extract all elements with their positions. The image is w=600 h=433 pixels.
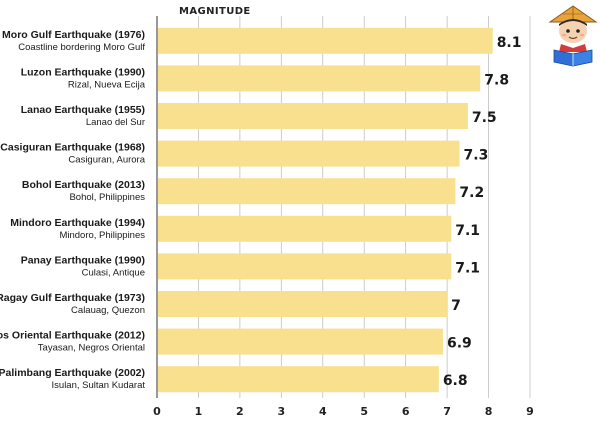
category-label-9: Negros Oriental Earthquake (2012) [0, 330, 145, 342]
category-label-5: Bohol Earthquake (2013) [22, 179, 145, 191]
bar-layer [158, 27, 493, 393]
value-label-4: 7.3 [464, 148, 489, 164]
value-label-3: 7.5 [472, 110, 497, 126]
bar-8 [158, 291, 448, 317]
chart-title: MAGNITUDE [179, 6, 251, 17]
bar-9 [158, 328, 443, 355]
bar-3 [158, 103, 468, 129]
category-sublabel-3: Lanao del Sur [86, 117, 145, 128]
category-sublabel-5: Bohol, Philippines [69, 192, 145, 203]
x-tick-label-0: 0 [153, 405, 161, 418]
category-label-2: Luzon Earthquake (1990) [21, 66, 145, 78]
x-tick-label-8: 8 [485, 405, 493, 418]
x-tick-label-7: 7 [443, 405, 451, 418]
tick-layer: 0 1 2 3 4 5 6 7 8 9 [153, 405, 534, 418]
value-label-6: 7.1 [455, 223, 480, 239]
bar-6 [158, 215, 452, 242]
category-sublabel-10: Isulan, Sultan Kudarat [52, 380, 146, 391]
value-label-9: 6.9 [447, 336, 472, 352]
category-label-6: Mindoro Earthquake (1994) [10, 217, 145, 229]
category-sublabel-4: Casiguran, Aurora [68, 155, 145, 166]
category-sublabel-8: Calauag, Quezon [71, 305, 145, 316]
x-tick-label-1: 1 [195, 405, 203, 418]
category-label-8: Ragay Gulf Earthquake (1973) [0, 292, 145, 304]
x-tick-label-4: 4 [319, 405, 327, 418]
x-tick-label-3: 3 [278, 405, 286, 418]
bar-1 [158, 27, 493, 54]
x-tick-label-6: 6 [402, 405, 410, 418]
value-label-5: 7.2 [459, 185, 484, 201]
value-label-1: 8.1 [497, 35, 522, 51]
category-label-7: Panay Earthquake (1990) [21, 254, 145, 266]
value-label-2: 7.8 [484, 72, 509, 88]
value-label-7: 7.1 [455, 260, 480, 276]
bar-7 [158, 253, 452, 280]
bar-4 [158, 140, 460, 167]
category-label-3: Lanao Earthquake (1955) [21, 104, 145, 116]
category-label-1: Moro Gulf Earthquake (1976) [2, 29, 145, 41]
bar-5 [158, 178, 456, 205]
label-layer: Moro Gulf Earthquake (1976)Coastline bor… [0, 29, 522, 391]
category-sublabel-9: Tayasan, Negros Oriental [38, 343, 145, 354]
bar-2 [158, 65, 481, 92]
category-sublabel-6: Mindoro, Philippines [59, 230, 145, 241]
category-label-4: Casiguran Earthquake (1968) [0, 142, 145, 154]
x-tick-label-2: 2 [236, 405, 244, 418]
category-label-10: Palimbang Earthquake (2002) [0, 367, 145, 379]
x-tick-label-9: 9 [526, 405, 534, 418]
category-sublabel-2: Rizal, Nueva Ecija [68, 79, 146, 90]
bar-10 [158, 366, 439, 393]
value-label-10: 6.8 [443, 373, 468, 389]
student-reading-book-icon [548, 5, 598, 67]
value-label-8: 7 [451, 298, 461, 314]
category-sublabel-7: Culasi, Antique [82, 267, 145, 278]
x-tick-label-5: 5 [360, 405, 368, 418]
category-sublabel-1: Coastline bordering Moro Gulf [18, 42, 145, 53]
